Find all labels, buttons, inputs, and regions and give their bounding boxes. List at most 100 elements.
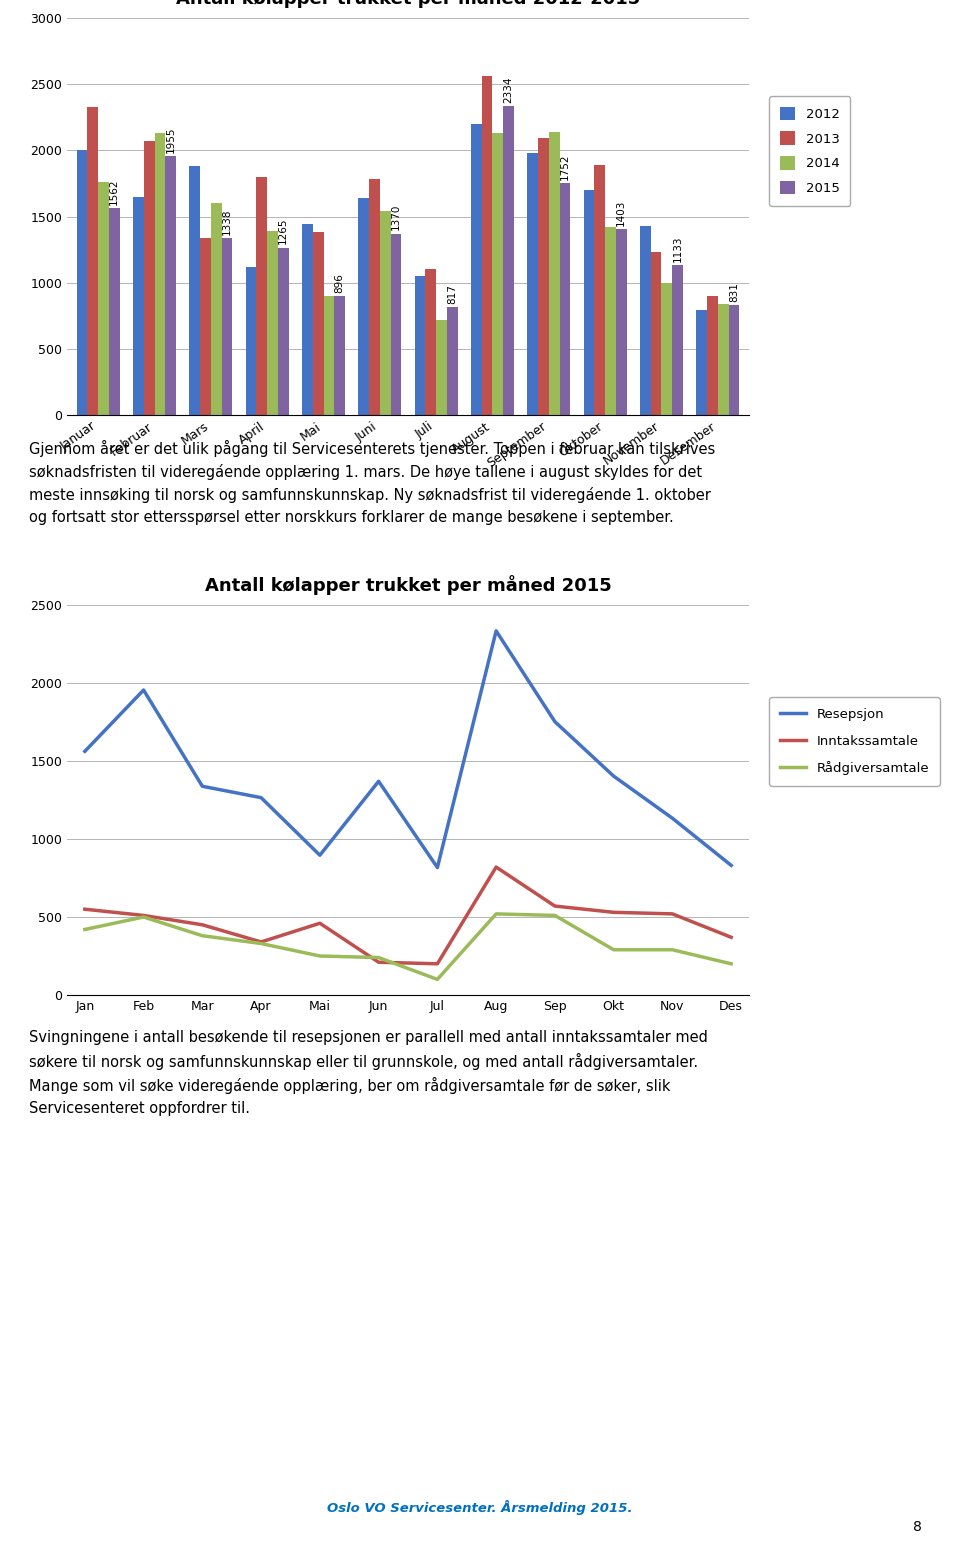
Resepsjon — [726, 857, 737, 875]
Text: 8: 8 — [913, 1520, 922, 1534]
Bar — [482, 76, 492, 415]
Rådgiversamtale — [197, 926, 208, 945]
Bar — [108, 208, 120, 415]
Bar — [492, 133, 503, 415]
Inntakssamtale — [491, 858, 502, 877]
Line: Inntakssamtale: Inntakssamtale — [84, 867, 732, 963]
Title: Antall kølapper trukket per måned 2012-2015: Antall kølapper trukket per måned 2012-2… — [176, 0, 640, 8]
Legend: Resepsjon, Inntakssamtale, Rådgiversamtale: Resepsjon, Inntakssamtale, Rådgiversamta… — [769, 697, 940, 785]
Rådgiversamtale — [255, 934, 267, 953]
Bar — [313, 232, 324, 415]
Text: 817: 817 — [447, 283, 457, 304]
Bar — [696, 310, 708, 415]
Rådgiversamtale — [432, 970, 444, 988]
Bar — [370, 180, 380, 415]
Text: 1370: 1370 — [391, 204, 401, 231]
Bar — [380, 211, 391, 415]
Rådgiversamtale — [666, 940, 678, 959]
Bar — [144, 141, 155, 415]
Bar — [661, 282, 672, 415]
Bar — [549, 132, 560, 415]
Bar — [651, 252, 661, 415]
Legend: 2012, 2013, 2014, 2015: 2012, 2013, 2014, 2015 — [769, 96, 851, 206]
Bar — [200, 237, 211, 415]
Bar — [605, 228, 616, 415]
Bar — [729, 305, 739, 415]
Resepsjon — [255, 788, 267, 807]
Rådgiversamtale — [138, 908, 150, 926]
Text: 1338: 1338 — [222, 208, 232, 234]
Text: 1403: 1403 — [616, 200, 626, 226]
Bar — [391, 234, 401, 415]
Rådgiversamtale — [549, 906, 561, 925]
Bar — [222, 239, 232, 415]
Rådgiversamtale — [491, 905, 502, 923]
Bar — [718, 304, 729, 415]
Resepsjon — [197, 778, 208, 796]
Resepsjon — [491, 621, 502, 640]
Inntakssamtale — [197, 915, 208, 934]
Text: Oslo VO Servicesenter. Årsmelding 2015.: Oslo VO Servicesenter. Årsmelding 2015. — [327, 1499, 633, 1515]
Bar — [640, 226, 651, 415]
Bar — [189, 166, 200, 415]
Inntakssamtale — [79, 900, 90, 919]
Bar — [324, 296, 334, 415]
Bar — [527, 153, 539, 415]
Bar — [471, 124, 482, 415]
Text: 1133: 1133 — [673, 235, 683, 262]
Bar — [334, 296, 345, 415]
Bar — [98, 183, 108, 415]
Resepsjon — [549, 713, 561, 731]
Bar — [211, 203, 222, 415]
Bar — [302, 225, 313, 415]
Bar — [277, 248, 289, 415]
Rådgiversamtale — [726, 954, 737, 973]
Bar — [584, 191, 594, 415]
Resepsjon — [608, 767, 619, 785]
Bar — [415, 276, 425, 415]
Text: 2334: 2334 — [504, 76, 514, 102]
Resepsjon — [432, 858, 444, 877]
Resepsjon — [314, 846, 325, 864]
Line: Resepsjon: Resepsjon — [84, 630, 732, 867]
Inntakssamtale — [372, 953, 384, 971]
Bar — [155, 133, 165, 415]
Bar — [77, 150, 87, 415]
Bar — [708, 296, 718, 415]
Text: Svingningene i antall besøkende til resepsjonen er parallell med antall inntakss: Svingningene i antall besøkende til rese… — [29, 1030, 708, 1115]
Resepsjon — [79, 742, 90, 761]
Bar — [87, 107, 98, 415]
Text: 1752: 1752 — [560, 153, 570, 180]
Text: Gjennom året er det ulik pågang til Servicesenterets tjenester. Toppen i februar: Gjennom året er det ulik pågang til Serv… — [29, 440, 715, 525]
Bar — [165, 156, 176, 415]
Inntakssamtale — [608, 903, 619, 922]
Bar — [672, 265, 683, 415]
Inntakssamtale — [549, 897, 561, 915]
Bar — [594, 164, 605, 415]
Title: Antall kølapper trukket per måned 2015: Antall kølapper trukket per måned 2015 — [204, 575, 612, 595]
Inntakssamtale — [432, 954, 444, 973]
Inntakssamtale — [666, 905, 678, 923]
Rådgiversamtale — [372, 948, 384, 967]
Resepsjon — [138, 680, 150, 699]
Rådgiversamtale — [79, 920, 90, 939]
Inntakssamtale — [726, 928, 737, 946]
Text: 1955: 1955 — [165, 127, 176, 153]
Resepsjon — [372, 771, 384, 790]
Inntakssamtale — [255, 932, 267, 951]
Bar — [256, 177, 267, 415]
Text: 1562: 1562 — [109, 178, 119, 204]
Rådgiversamtale — [608, 940, 619, 959]
Text: 831: 831 — [729, 282, 739, 302]
Bar — [436, 319, 446, 415]
Bar — [267, 231, 277, 415]
Resepsjon — [666, 809, 678, 827]
Bar — [446, 307, 458, 415]
Inntakssamtale — [138, 906, 150, 925]
Inntakssamtale — [314, 914, 325, 932]
Bar — [246, 266, 256, 415]
Bar — [133, 197, 144, 415]
Bar — [503, 107, 514, 415]
Rådgiversamtale — [314, 946, 325, 965]
Bar — [560, 183, 570, 415]
